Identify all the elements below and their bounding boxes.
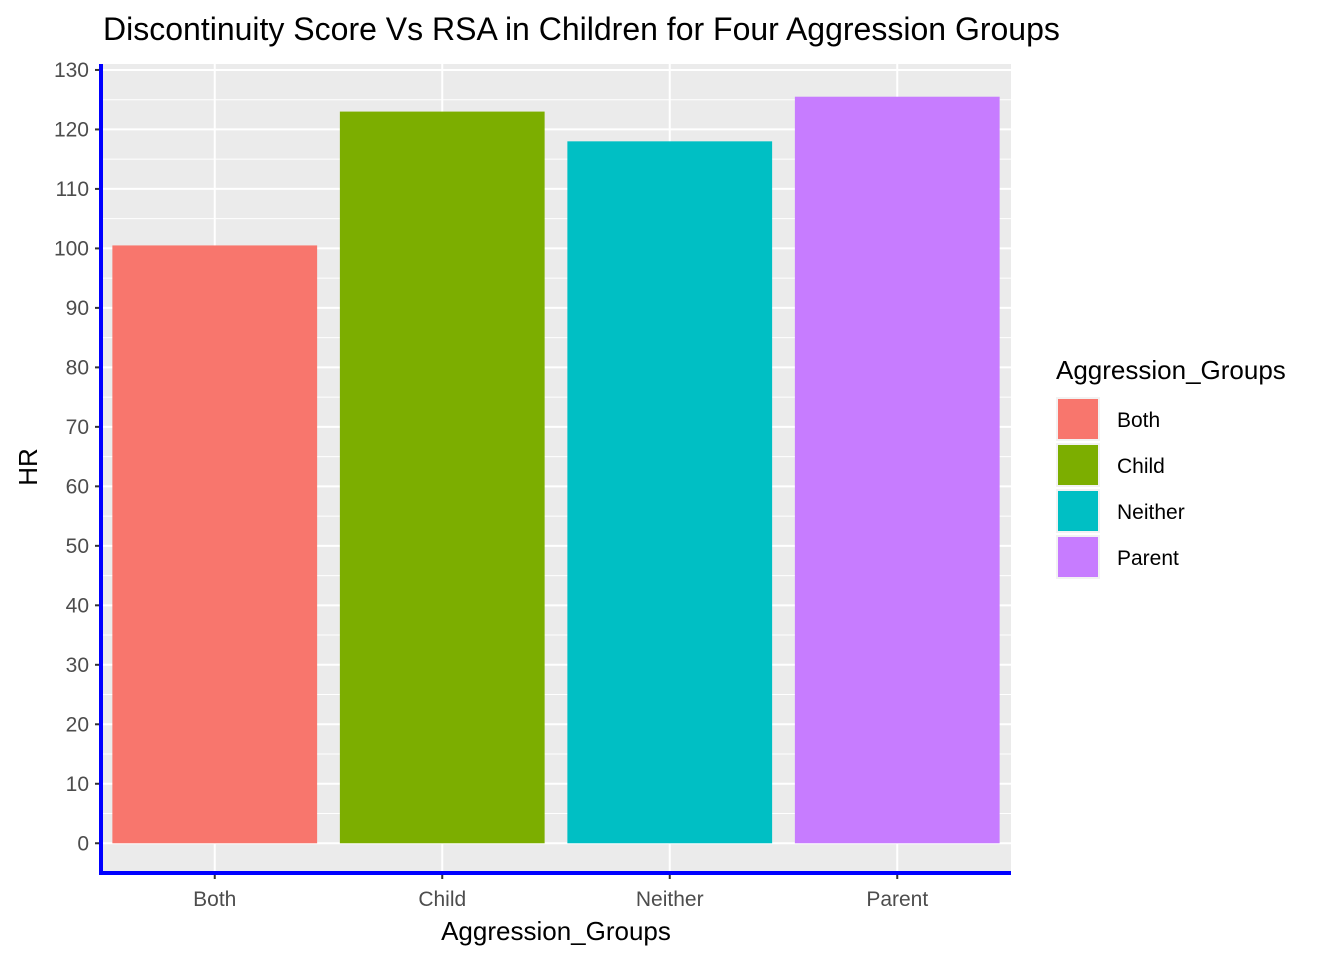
bar-child: [339, 111, 545, 844]
bar-neither: [567, 141, 773, 844]
legend-swatch-both: [1058, 399, 1098, 439]
legend-swatch-child: [1058, 445, 1098, 485]
y-tick-label: 0: [77, 832, 89, 855]
y-tick-label: 90: [66, 297, 89, 320]
bars: [112, 96, 1000, 844]
y-tick-label: 10: [66, 773, 89, 796]
legend-label-both: Both: [1117, 409, 1160, 432]
x-axis-title: Aggression_Groups: [441, 916, 671, 946]
x-tick-label: Neither: [636, 888, 704, 911]
y-tick-label: 70: [66, 416, 89, 439]
y-axis-title: HR: [13, 448, 43, 486]
legend-items: Both Child Neither Parent: [1056, 397, 1185, 579]
legend-title: Aggression_Groups: [1056, 355, 1286, 385]
x-tick-label: Both: [193, 888, 236, 911]
x-tick-label: Parent: [866, 888, 928, 911]
y-tick-label: 130: [54, 59, 89, 82]
y-tick-label: 60: [66, 475, 89, 498]
legend-label-parent: Parent: [1117, 547, 1179, 570]
axes: 0 10 20 30 40 50 60 70 80 90 100 110 120 130 Both Child…: [54, 59, 1011, 911]
y-tick-label: 30: [66, 654, 89, 677]
y-tick-label: 100: [54, 237, 89, 260]
y-tick-label: 110: [56, 178, 89, 201]
x-tick-label: Child: [418, 888, 466, 911]
y-tick-label: 80: [66, 356, 89, 379]
chart-title: Discontinuity Score Vs RSA in Children f…: [103, 11, 1060, 47]
y-tick-label: 40: [66, 594, 89, 617]
legend-swatch-parent: [1058, 537, 1098, 577]
y-tick-label: 20: [66, 713, 89, 736]
y-tick-label: 50: [66, 535, 89, 558]
bar-parent: [794, 96, 1000, 844]
legend-label-child: Child: [1117, 455, 1165, 478]
y-tick-label: 120: [54, 118, 89, 141]
legend-swatch-neither: [1058, 491, 1098, 531]
legend: Aggression_Groups Both Child Neither Parent: [1056, 355, 1286, 579]
bar-both: [112, 245, 318, 844]
legend-label-neither: Neither: [1117, 501, 1185, 524]
